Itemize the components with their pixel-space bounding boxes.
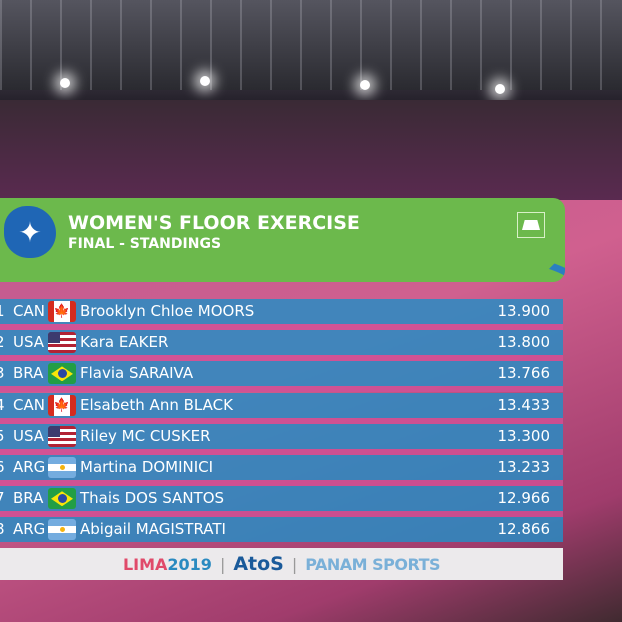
- standings-row: 5 USA Riley MC CUSKER 13.300: [0, 423, 563, 449]
- argentina-flag-icon: [48, 457, 76, 478]
- row-separator: [0, 386, 563, 393]
- score: 12.966: [497, 489, 551, 508]
- standings-row: 8 ARG Abigail MAGISTRATI 12.866: [0, 517, 563, 543]
- country-code: BRA: [13, 489, 44, 508]
- rank: 4: [0, 396, 5, 414]
- event-title: WOMEN'S FLOOR EXERCISE: [68, 212, 360, 234]
- sponsor-footer: LIMA2019 | AtoS | PANAM SPORTS: [0, 548, 563, 580]
- row-separator: [0, 355, 563, 362]
- rank: 7: [0, 489, 5, 507]
- score: 12.866: [497, 520, 551, 539]
- score: 13.300: [497, 426, 551, 445]
- event-subtitle: FINAL - STANDINGS: [68, 236, 222, 252]
- row-separator: [0, 324, 563, 330]
- row-separator: [0, 448, 563, 455]
- panam-sports-logo: PANAM SPORTS: [305, 554, 441, 574]
- country-code: ARG: [13, 520, 46, 539]
- standings-row: 6 ARG Martina DOMINICI 13.233: [0, 455, 563, 480]
- athlete-name: Thais DOS SANTOS: [80, 489, 225, 508]
- divider: |: [219, 554, 226, 574]
- country-code: CAN: [13, 395, 45, 414]
- row-separator: [0, 511, 563, 518]
- score: 13.900: [497, 302, 551, 320]
- standings-row: 7 BRA Thais DOS SANTOS 12.966: [0, 486, 563, 512]
- rank: 8: [0, 520, 5, 538]
- country-code: USA: [13, 333, 45, 352]
- atos-logo: AtoS: [233, 553, 284, 575]
- rank: 2: [0, 333, 5, 351]
- stadium-light: [360, 80, 370, 90]
- row-separator: [0, 480, 563, 486]
- rank: 5: [0, 427, 5, 445]
- divider: |: [291, 554, 298, 574]
- athlete-name: Elsabeth Ann BLACK: [80, 395, 233, 414]
- usa-flag-icon: [48, 332, 76, 354]
- standings-row: 2 USA Kara EAKER 13.800: [0, 330, 563, 356]
- stadium-light: [495, 84, 505, 94]
- athlete-name: Kara EAKER: [80, 333, 169, 352]
- score: 13.233: [497, 458, 551, 476]
- gymnast-logo-icon: ✦: [4, 206, 56, 258]
- usa-flag-icon: [48, 425, 76, 447]
- row-separator: [0, 417, 563, 424]
- lima2019-logo: LIMA2019: [122, 554, 212, 574]
- argentina-flag-icon: [48, 519, 76, 541]
- athlete-name: Martina DOMINICI: [80, 458, 214, 476]
- stadium-light: [60, 78, 70, 88]
- athlete-name: Riley MC CUSKER: [80, 426, 211, 445]
- score: 13.433: [497, 395, 551, 414]
- score: 13.766: [497, 364, 551, 383]
- country-code: USA: [13, 426, 45, 445]
- athlete-name: Brooklyn Chloe MOORS: [80, 302, 255, 320]
- canada-flag-icon: 🍁: [48, 394, 76, 416]
- canada-flag-icon: 🍁: [48, 301, 76, 322]
- athlete-name: Flavia SARAIVA: [80, 364, 194, 383]
- rank: 3: [0, 364, 5, 382]
- rank: 6: [0, 458, 5, 476]
- score: 13.800: [497, 333, 551, 352]
- brazil-flag-icon: [48, 488, 76, 510]
- standings-row: 3 BRA Flavia SARAIVA 13.766: [0, 361, 563, 387]
- country-code: CAN: [13, 302, 45, 320]
- stadium-light: [200, 76, 210, 86]
- standings-row: 4 CAN 🍁 Elsabeth Ann BLACK 13.433: [0, 392, 563, 418]
- arena-stands: [0, 100, 622, 200]
- country-code: BRA: [13, 364, 44, 383]
- standings-header: ✦ WOMEN'S FLOOR EXERCISE FINAL - STANDIN…: [0, 198, 565, 282]
- athlete-name: Abigail MAGISTRATI: [80, 520, 226, 539]
- brazil-flag-icon: [48, 363, 76, 385]
- rank: 1: [0, 302, 5, 320]
- standings-row: 1 CAN 🍁 Brooklyn Chloe MOORS 13.900: [0, 299, 563, 324]
- country-code: ARG: [13, 458, 46, 476]
- floor-exercise-icon: [517, 212, 545, 238]
- arena-roof-truss: [0, 0, 622, 90]
